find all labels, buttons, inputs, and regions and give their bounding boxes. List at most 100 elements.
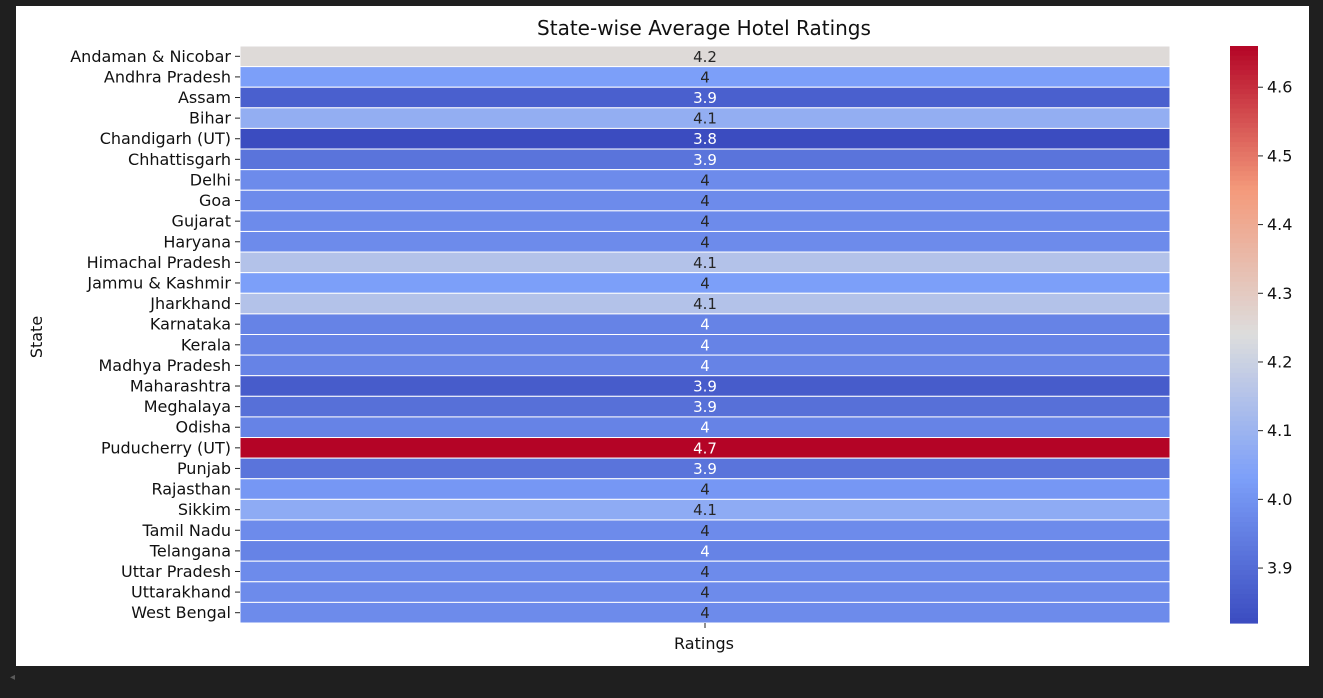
colorbar-segment: [1230, 522, 1258, 528]
colorbar-segment: [1230, 267, 1258, 273]
row-tick-label: Madhya Pradesh: [99, 356, 232, 375]
cell-annotation: 4: [700, 604, 710, 622]
colorbar-segment: [1230, 363, 1258, 369]
colorbar-segment: [1230, 281, 1258, 288]
colorbar-segment: [1230, 276, 1258, 283]
cell-annotation: 3.9: [693, 89, 717, 107]
colorbar-segment: [1230, 320, 1258, 326]
row-tick-label: Chhattisgarh: [128, 150, 231, 169]
colorbar-segment: [1230, 517, 1258, 523]
colorbar-segment: [1230, 469, 1258, 475]
colorbar-segment: [1230, 372, 1258, 379]
row-tick-label: Sikkim: [178, 500, 231, 519]
colorbar-tick-label: 4.4: [1267, 215, 1292, 234]
cell-annotation: 3.9: [693, 378, 717, 396]
colorbar-segment: [1230, 185, 1258, 191]
row-tick-label: Uttarakhand: [131, 583, 231, 602]
colorbar-segment: [1230, 46, 1258, 52]
colorbar-segment: [1230, 344, 1258, 350]
colorbar-segment: [1230, 464, 1258, 470]
cell-annotation: 3.9: [693, 460, 717, 478]
colorbar-segment: [1230, 416, 1258, 422]
colorbar-segment: [1230, 584, 1258, 590]
row-tick-label: Karnataka: [150, 315, 231, 334]
colorbar-segment: [1230, 146, 1258, 153]
colorbar-segment: [1230, 329, 1258, 336]
colorbar-segment: [1230, 507, 1258, 514]
colorbar-segment: [1230, 151, 1258, 158]
colorbar-tick-label: 4.2: [1267, 352, 1292, 371]
colorbar-segment: [1230, 531, 1258, 538]
colorbar-segment: [1230, 228, 1258, 235]
colorbar-segment: [1230, 502, 1258, 509]
colorbar-segment: [1230, 339, 1258, 345]
colorbar-segment: [1230, 570, 1258, 576]
colorbar-segment: [1230, 70, 1258, 76]
colorbar-segment: [1230, 368, 1258, 374]
cell-annotation: 4.7: [693, 439, 717, 457]
heatmap-chart: State-wise Average Hotel Ratings State R…: [27, 16, 1292, 653]
cell-annotation: 4: [700, 316, 710, 334]
cell-annotation: 4: [700, 357, 710, 375]
colorbar-segment: [1230, 55, 1258, 62]
colorbar-segment: [1230, 334, 1258, 340]
row-tick-label: Meghalaya: [144, 397, 231, 416]
colorbar-segment: [1230, 296, 1258, 302]
colorbar-segment: [1230, 387, 1258, 393]
colorbar-segment: [1230, 84, 1258, 90]
colorbar-segment: [1230, 291, 1258, 297]
colorbar-segment: [1230, 214, 1258, 220]
colorbar-segment: [1230, 175, 1258, 182]
colorbar-segment: [1230, 195, 1258, 201]
colorbar-segment: [1230, 137, 1258, 143]
colorbar-tick-label: 4.3: [1267, 284, 1292, 303]
scroll-left-icon[interactable]: ◂: [10, 672, 16, 683]
colorbar-segment: [1230, 421, 1258, 427]
colorbar-segment: [1230, 113, 1258, 119]
colorbar-tick-label: 3.9: [1267, 559, 1292, 578]
x-axis-label: Ratings: [674, 634, 734, 653]
colorbar-segment: [1230, 353, 1258, 360]
colorbar-segment: [1230, 430, 1258, 437]
cell-annotation: 4.1: [693, 254, 717, 272]
colorbar-segment: [1230, 478, 1258, 485]
cell-annotation: 4: [700, 542, 710, 560]
colorbar-segment: [1230, 546, 1258, 552]
row-tick-label: Andaman & Nicobar: [70, 47, 231, 66]
colorbar-segment: [1230, 171, 1258, 177]
cell-annotation: 4: [700, 336, 710, 354]
colorbar-segment: [1230, 98, 1258, 105]
cell-annotation: 4.1: [693, 110, 717, 128]
row-tick-label: Jharkhand: [149, 294, 231, 313]
colorbar-segment: [1230, 512, 1258, 518]
row-tick-label: Himachal Pradesh: [87, 253, 231, 272]
colorbar-segment: [1230, 382, 1258, 388]
cell-annotation: 4: [700, 171, 710, 189]
colorbar-segment: [1230, 65, 1258, 71]
row-tick-label: West Bengal: [131, 603, 231, 622]
colorbar-segment: [1230, 579, 1258, 586]
colorbar-segment: [1230, 459, 1258, 465]
colorbar-segment: [1230, 89, 1258, 95]
colorbar-segment: [1230, 127, 1258, 134]
colorbar-segment: [1230, 74, 1258, 81]
row-tick-label: Puducherry (UT): [101, 438, 231, 457]
colorbar-segment: [1230, 435, 1258, 441]
colorbar-segment: [1230, 271, 1258, 278]
colorbar-segment: [1230, 483, 1258, 489]
colorbar-segment: [1230, 223, 1258, 230]
colorbar-segment: [1230, 401, 1258, 408]
row-tick-label: Punjab: [177, 459, 231, 478]
colorbar-segment: [1230, 166, 1258, 172]
colorbar-segment: [1230, 209, 1258, 215]
colorbar-segment: [1230, 473, 1258, 480]
colorbar-tick-label: 4.1: [1267, 421, 1292, 440]
chart-title: State-wise Average Hotel Ratings: [537, 16, 871, 40]
colorbar-segment: [1230, 142, 1258, 148]
colorbar-segment: [1230, 440, 1258, 446]
cell-annotation: 4.1: [693, 501, 717, 519]
colorbar-segment: [1230, 305, 1258, 312]
colorbar-segment: [1230, 536, 1258, 542]
colorbar-segment: [1230, 497, 1258, 504]
colorbar-segment: [1230, 118, 1258, 124]
